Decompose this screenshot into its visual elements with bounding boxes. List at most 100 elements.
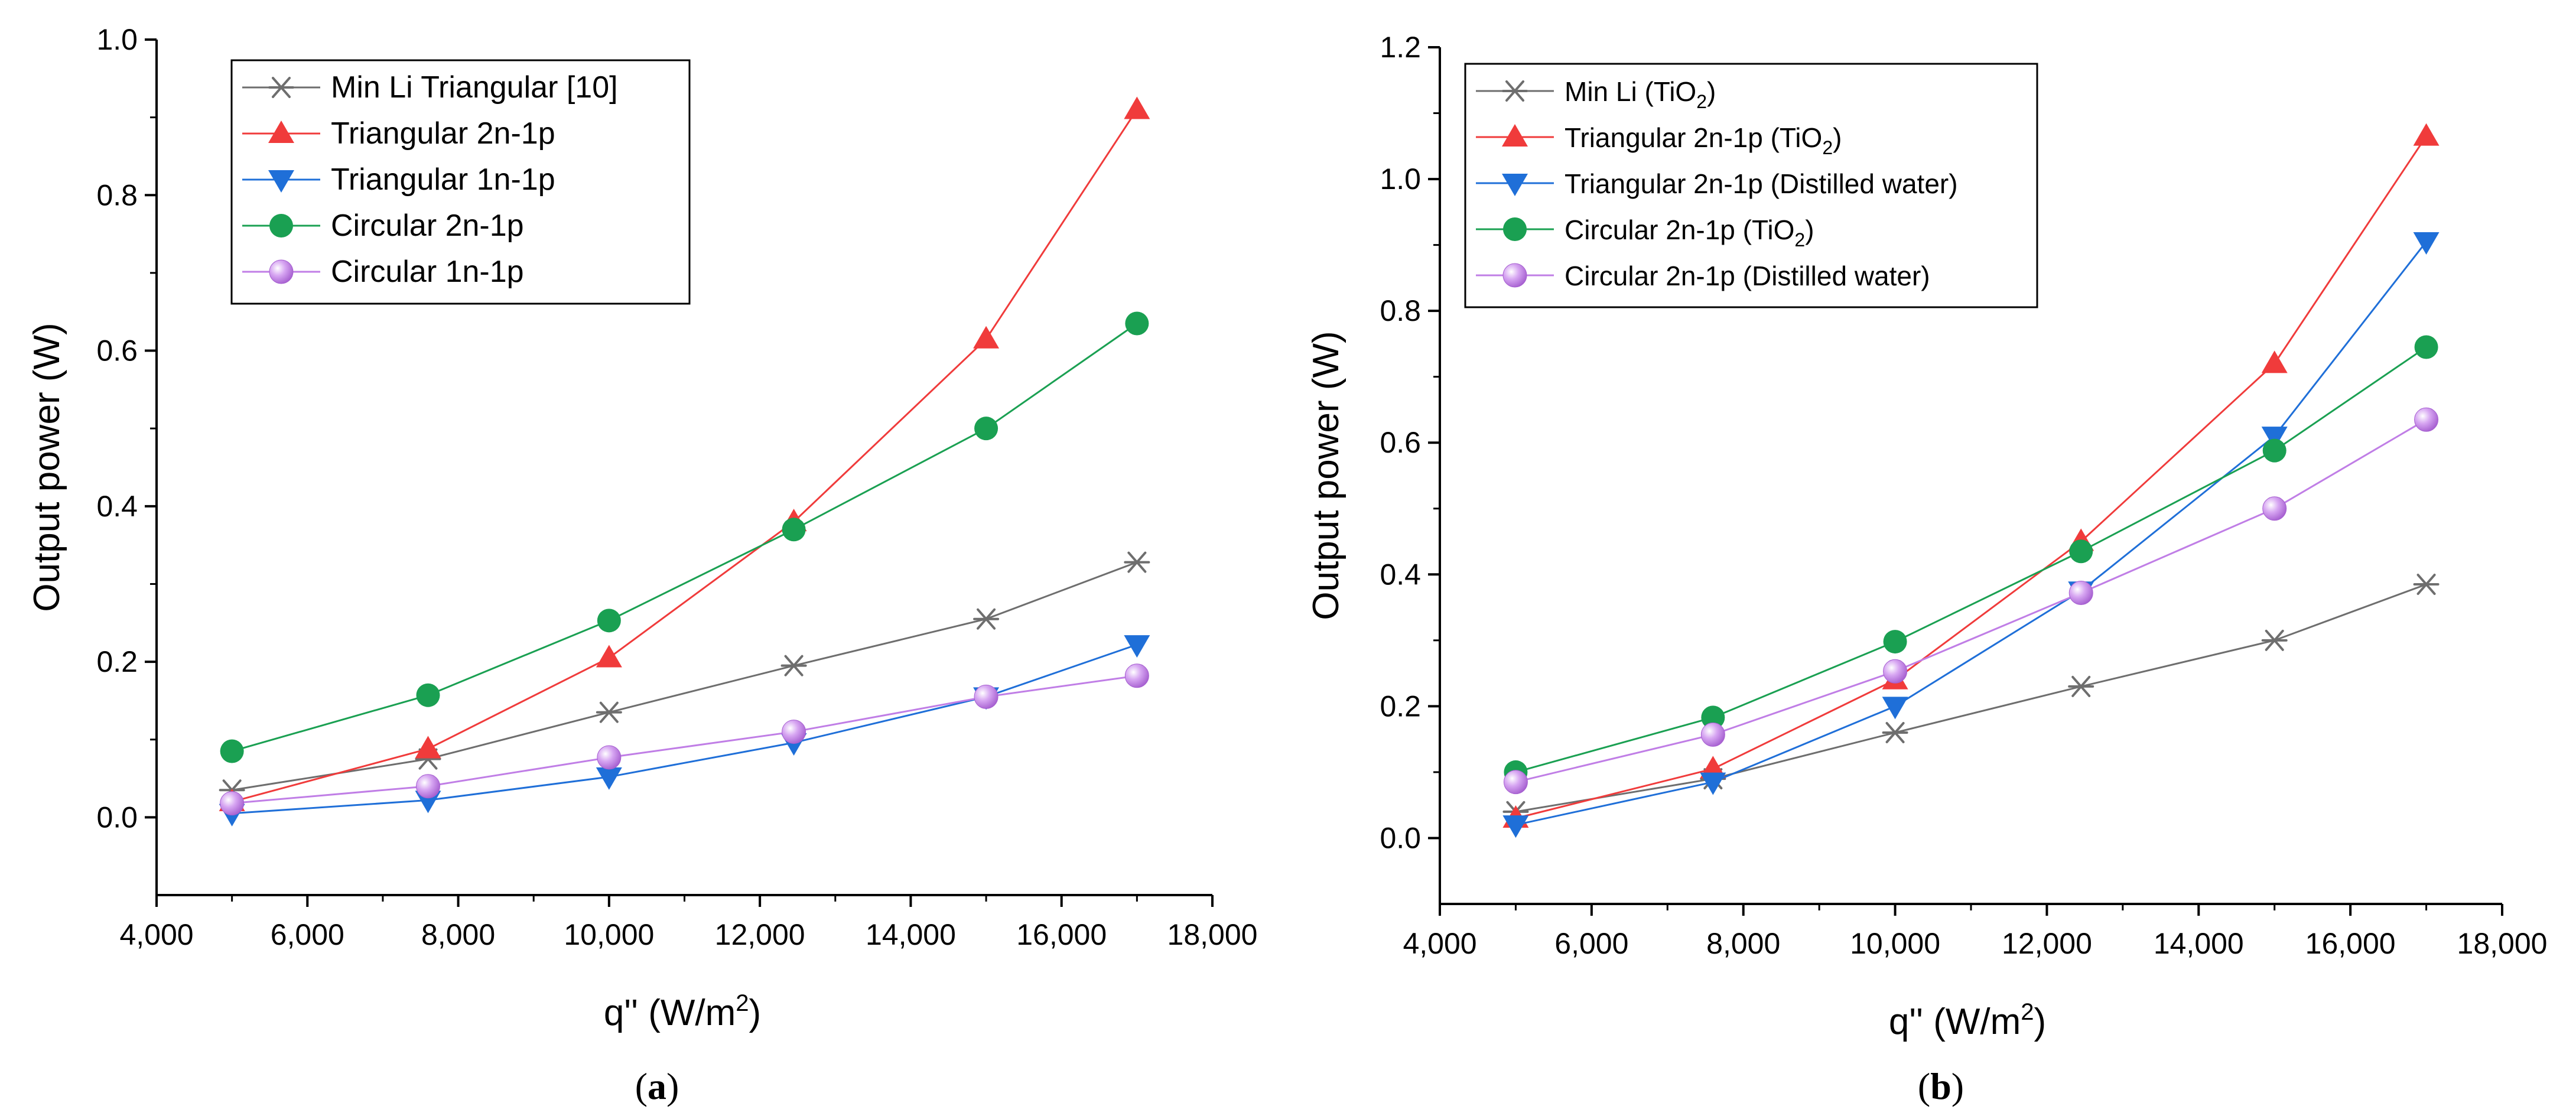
x-tick-label: 4,000 — [1403, 927, 1476, 960]
data-point-marker — [1883, 659, 1908, 684]
data-point-marker — [2414, 407, 2439, 432]
legend-box — [230, 59, 691, 305]
legend-marker — [1502, 263, 1527, 288]
data-point-marker — [597, 609, 621, 633]
data-point-marker — [2261, 350, 2288, 373]
data-point-marker — [1882, 697, 1908, 720]
legend-marker — [268, 121, 294, 143]
x-tick-label: 6,000 — [271, 918, 344, 951]
series-line — [232, 323, 1138, 752]
legend-entry: Min Li Triangular [10] — [242, 70, 618, 105]
series-line — [1515, 583, 2427, 813]
data-point-marker — [2068, 581, 2093, 606]
series-line — [1515, 346, 2427, 773]
data-point-marker — [1700, 722, 1725, 747]
series-line — [232, 675, 1137, 805]
data-point-marker — [596, 701, 622, 723]
data-point-marker — [974, 684, 998, 709]
legend-marker — [1502, 174, 1528, 196]
y-tick-label: 0.6 — [96, 334, 138, 367]
y-tick-label: 0.4 — [96, 490, 138, 523]
chart-panel-a: 0.0 0.2 0.4 0.6 0.8 1.0 4,000 6,000 8,000 10,000 1… — [27, 23, 1257, 1107]
x-tick-label: 12,000 — [2002, 927, 2092, 960]
x-tick-label: 14,000 — [2154, 927, 2244, 960]
x-tick-label: 14,000 — [866, 918, 956, 951]
legend-entry: Min Li (TiO2) — [1476, 76, 1716, 112]
data-point-marker — [2069, 539, 2093, 564]
legend-entry: Triangular 1n-1p — [242, 162, 555, 197]
data-point-marker — [1883, 630, 1907, 654]
series-2 — [219, 635, 1150, 827]
y-tick-label: 0.8 — [1380, 294, 1421, 327]
series-line — [1515, 418, 2427, 783]
data-point-marker — [1124, 635, 1150, 658]
data-point-marker — [596, 645, 622, 668]
y-tick-label: 0.6 — [1380, 426, 1421, 459]
legend-marker — [1502, 124, 1528, 147]
y-tick-label: 1.0 — [1380, 162, 1421, 196]
x-tick-label: 8,000 — [1706, 927, 1780, 960]
data-point-marker — [1503, 770, 1528, 795]
legend: Min Li (TiO2) Triangular 2n-1p (TiO2) Tria… — [1464, 63, 2038, 308]
data-point-marker — [1502, 815, 1529, 838]
series-line — [1515, 135, 2427, 819]
series-line — [232, 561, 1137, 791]
y-axis-label: Output power (W) — [1306, 331, 1346, 620]
data-point-marker — [415, 736, 441, 759]
legend-entry: Circular 2n-1p — [242, 209, 524, 243]
data-point-marker-stroke-d2 — [599, 701, 619, 723]
legend-entry: Triangular 2n-1p (Distilled water) — [1476, 168, 1958, 199]
data-point-marker — [220, 791, 245, 816]
data-point-marker-stroke-d2 — [2265, 629, 2284, 651]
series-3 — [1504, 335, 2438, 784]
legend-marker — [268, 170, 294, 193]
data-point-marker — [782, 518, 806, 542]
data-point-marker — [782, 720, 806, 744]
legend-marker-stroke-d2 — [272, 77, 291, 98]
data-point-marker — [1882, 722, 1908, 743]
data-point-marker — [2413, 574, 2440, 596]
legend-marker — [269, 214, 293, 238]
series-line — [232, 643, 1137, 815]
legend-label: Min Li (TiO2) — [1565, 76, 1716, 112]
data-point-marker — [780, 655, 807, 676]
legend-label: Circular 2n-1p (Distilled water) — [1565, 261, 1930, 291]
series-line — [232, 109, 1138, 803]
x-tick-label: 6,000 — [1554, 927, 1628, 960]
series-2 — [1502, 232, 2440, 838]
data-point-marker — [2068, 675, 2094, 697]
legend-entry: Circular 2n-1p (Distilled water) — [1476, 261, 1930, 291]
data-point-marker — [2261, 427, 2288, 450]
legend-marker — [1502, 80, 1528, 102]
legend-marker — [269, 259, 294, 284]
data-point-marker — [416, 774, 441, 799]
series-4 — [220, 663, 1149, 816]
data-point-marker — [597, 745, 622, 770]
legend-label: Triangular 2n-1p (Distilled water) — [1565, 168, 1958, 199]
data-point-marker-stroke-d2 — [1885, 722, 1905, 743]
series-3 — [220, 311, 1149, 763]
data-point-marker — [2262, 496, 2287, 521]
x-tick-label: 8,000 — [421, 918, 495, 951]
data-point-marker — [220, 739, 244, 763]
x-tick-label: 10,000 — [564, 918, 654, 951]
data-point-marker — [2262, 438, 2286, 463]
x-tick-label: 16,000 — [1016, 918, 1107, 951]
x-tick-label: 4,000 — [119, 918, 193, 951]
legend-marker — [1503, 217, 1527, 241]
legend-label: Min Li Triangular [10] — [331, 70, 618, 105]
data-point-marker — [416, 683, 440, 707]
legend-label: Circular 1n-1p — [331, 255, 524, 289]
data-point-marker — [2413, 123, 2440, 146]
legend-label: Triangular 1n-1p — [331, 162, 555, 197]
y-tick-label: 1.0 — [96, 23, 138, 56]
legend-entry: Triangular 2n-1p — [242, 116, 555, 151]
legend-label: Circular 2n-1p — [331, 209, 524, 243]
x-tick-label: 18,000 — [2457, 927, 2548, 960]
data-point-marker — [1124, 96, 1150, 119]
y-tick-label: 0.0 — [96, 801, 138, 834]
legend-label: Triangular 2n-1p (TiO2) — [1565, 122, 1842, 158]
data-point-marker-stroke-d2 — [2416, 574, 2436, 596]
x-axis-label: q'' (W/m2) — [604, 990, 761, 1033]
